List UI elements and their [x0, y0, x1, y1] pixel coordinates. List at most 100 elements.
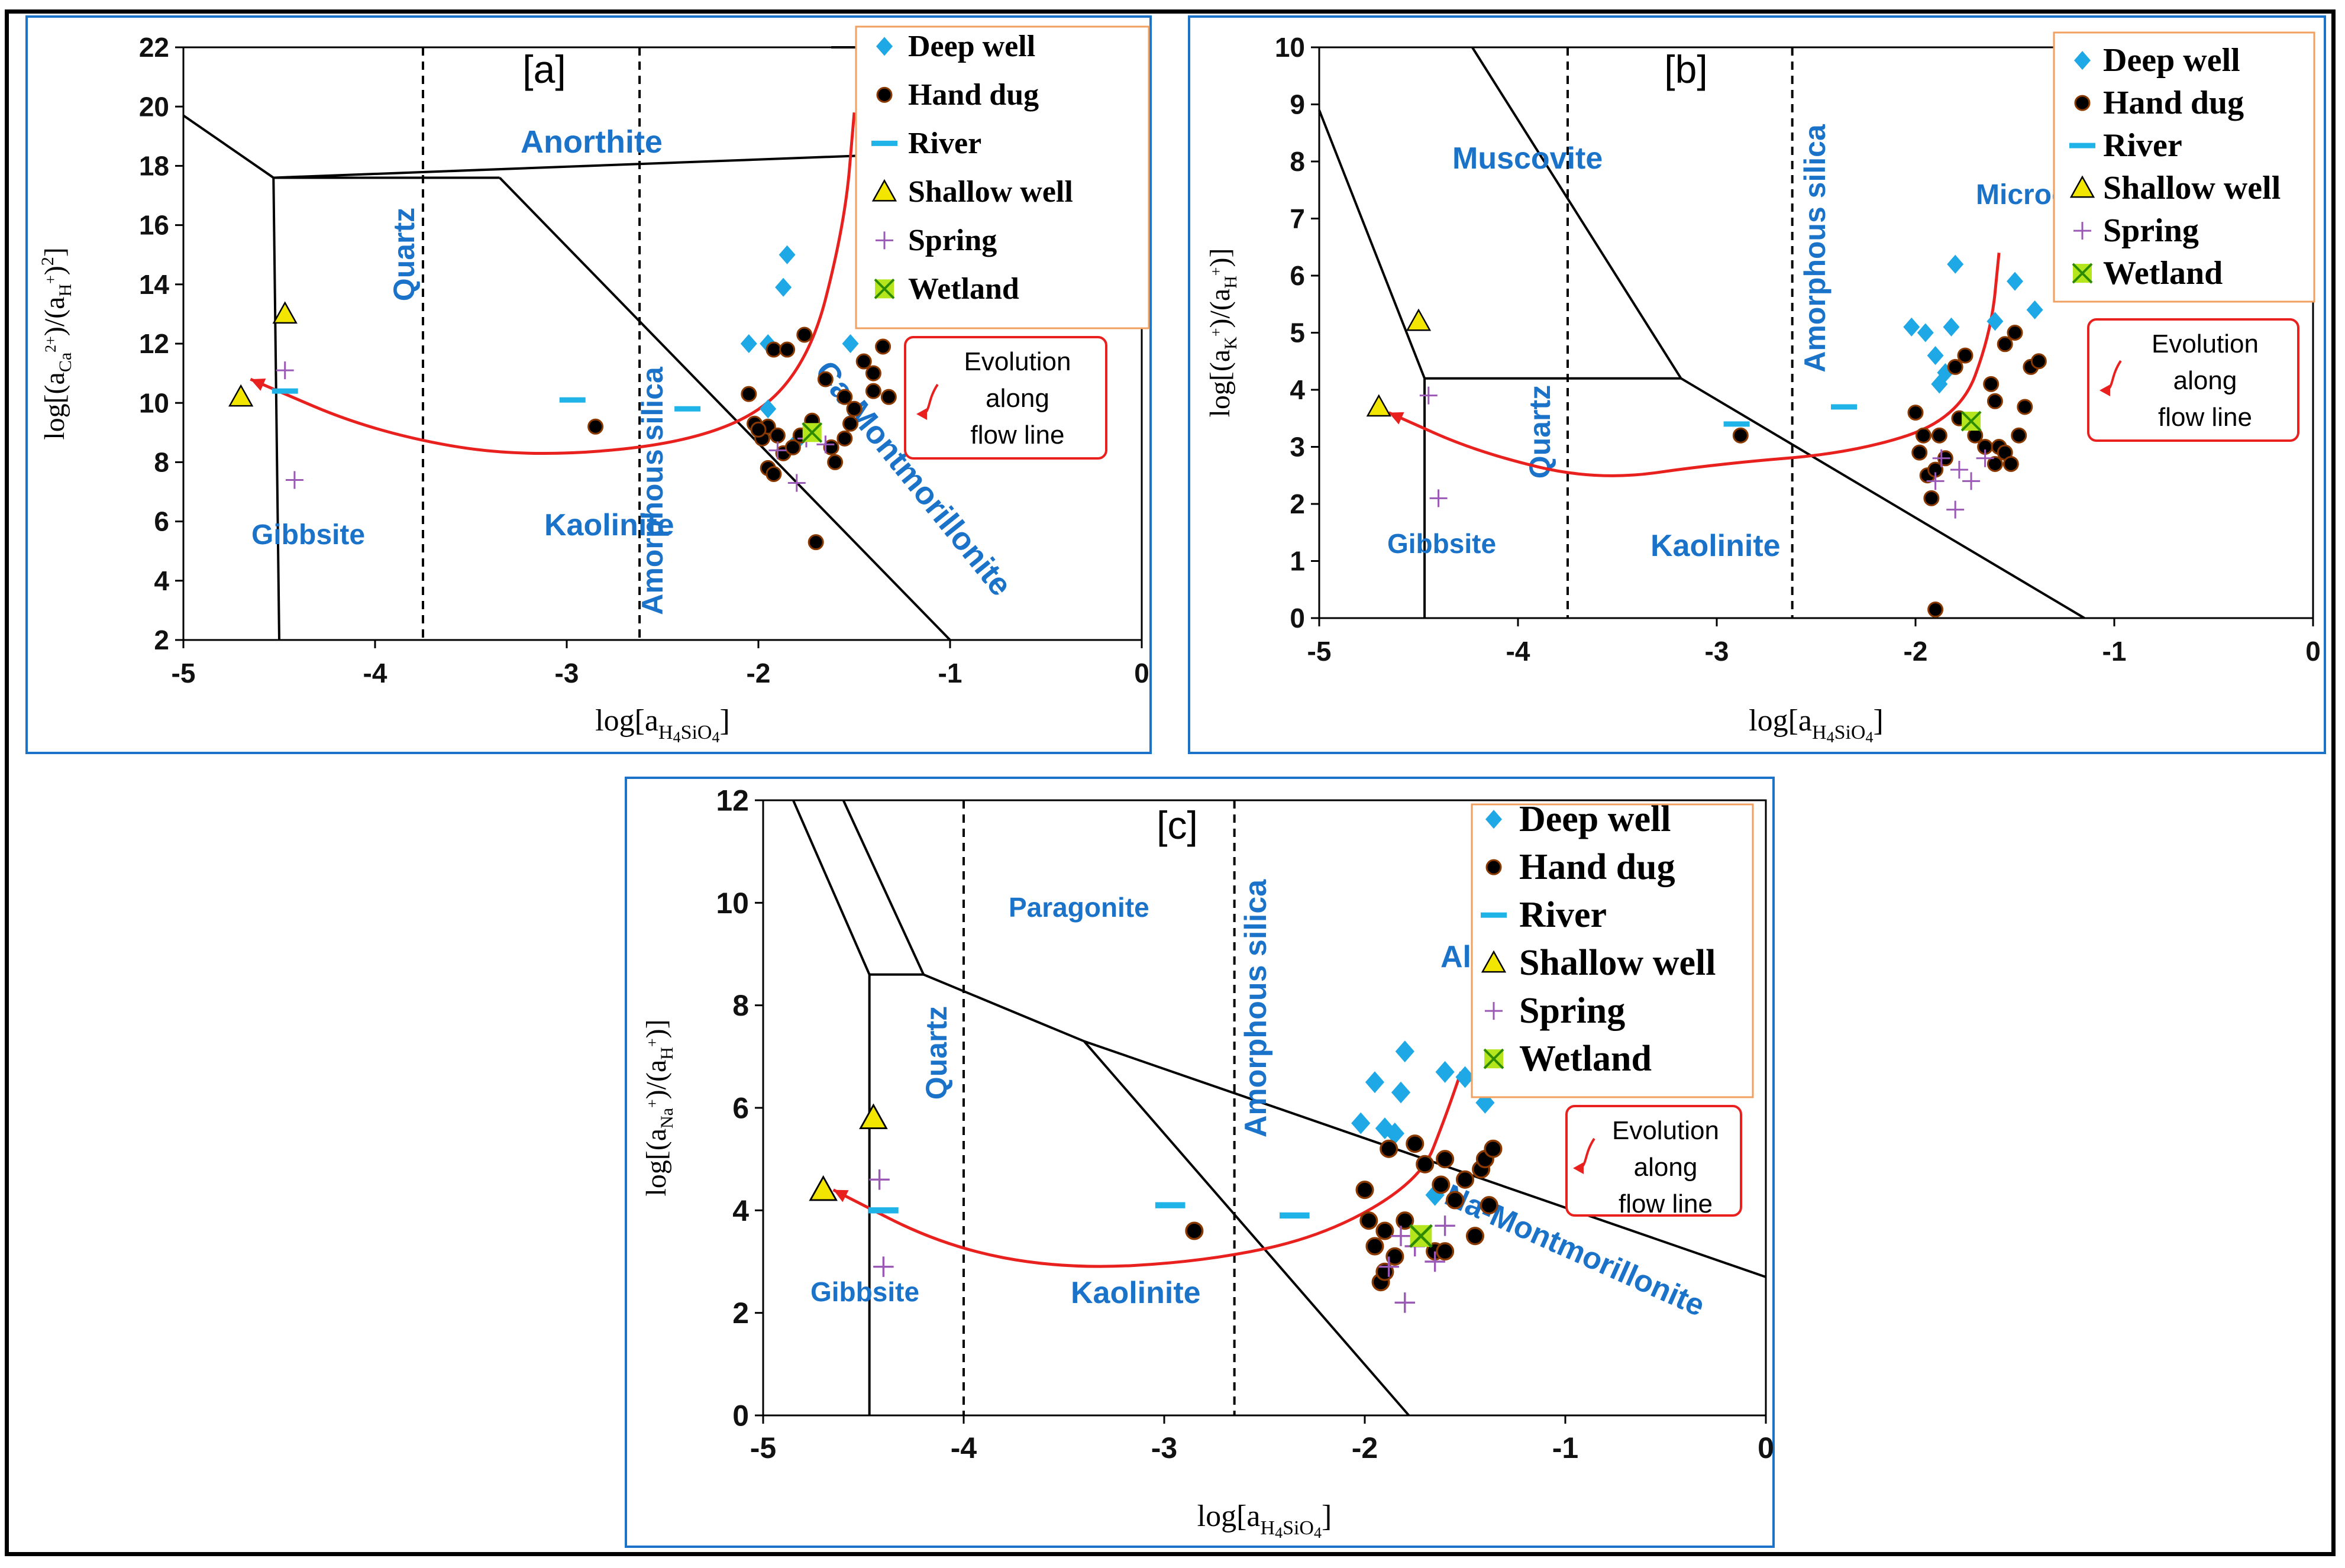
y-tick-label: 18	[139, 151, 169, 182]
evolution-note-text: along	[1634, 1153, 1698, 1182]
evolution-note-text: along	[2173, 366, 2237, 395]
point-shallow	[809, 1175, 838, 1201]
point-hand	[1446, 1191, 1465, 1210]
point-hand	[765, 465, 782, 482]
x-tick-label: -1	[2102, 636, 2127, 667]
point-spring	[869, 1169, 890, 1190]
point-river	[1831, 404, 1858, 410]
y-tick-label: 2	[154, 625, 169, 655]
y-tick-label: 22	[139, 32, 169, 63]
x-tick-label: -3	[1705, 636, 1729, 667]
legend-icon-shallow	[1481, 950, 1507, 973]
point-hand	[2030, 353, 2047, 370]
region-label: Gibbsite	[1387, 528, 1496, 559]
legend-label-deep: Deep well	[1519, 799, 1671, 839]
x-tick-label: -1	[938, 658, 962, 688]
point-spring	[787, 474, 806, 492]
x-tick-label: -2	[1904, 636, 1928, 667]
point-deep	[775, 277, 792, 297]
point-hand	[765, 341, 782, 358]
legend-box	[2053, 31, 2315, 303]
evolution-note-box	[904, 336, 1107, 460]
legend-label-river: River	[2103, 127, 2182, 164]
y-tick-label: 12	[716, 784, 749, 817]
evolution-arrowhead	[1388, 412, 1404, 425]
stability-boundary	[1318, 109, 1426, 379]
region-label: Amorphous silica	[636, 366, 669, 615]
stability-boundary	[923, 973, 1085, 1043]
y-tick-label: 8	[732, 989, 749, 1022]
point-river	[868, 1207, 899, 1214]
point-deep	[1435, 1061, 1455, 1083]
region-label: Kaolinite	[1071, 1276, 1201, 1310]
point-hand	[1432, 1175, 1451, 1194]
legend-icon-wetland-cross	[2072, 263, 2093, 284]
point-hand	[1375, 1221, 1394, 1240]
point-hand	[779, 341, 796, 358]
legend-label-deep: Deep well	[2103, 42, 2240, 79]
y-tick-label: 6	[154, 506, 169, 537]
evolution-note-text: Evolution	[964, 347, 1071, 376]
point-hand	[750, 421, 767, 438]
point-spring	[1419, 386, 1438, 405]
legend-label-wetland: Wetland	[908, 272, 1019, 306]
chart-panel-b: -5 -4 -3 -2 -1 0 0 1 2 3 4 5 6 7 8 9 10 log[aH4SiO4] log[(…	[1188, 15, 2326, 754]
point-spring	[1950, 461, 1968, 479]
y-tick-label: 0	[1290, 603, 1305, 633]
y-tick-label: 2	[732, 1297, 749, 1330]
evolution-note-box	[2087, 318, 2299, 442]
point-hand	[836, 430, 853, 447]
y-tick-label: 16	[139, 210, 169, 241]
y-tick-label: 5	[1290, 318, 1305, 348]
x-axis: -5 -4 -3 -2 -1 0	[172, 640, 1149, 688]
x-tick-label: -3	[555, 658, 579, 688]
legend-icon-shallow	[871, 179, 897, 202]
point-hand	[1997, 336, 2013, 353]
region-label: Amorphous silica	[1798, 124, 1832, 373]
legend-label-river: River	[908, 127, 981, 160]
point-hand	[1927, 602, 1944, 618]
point-spring	[1425, 1251, 1445, 1272]
legend-label-wetland: Wetland	[2103, 255, 2223, 292]
point-wetland-cross	[802, 422, 823, 443]
point-spring	[1976, 449, 1994, 467]
point-deep	[1987, 312, 2004, 331]
x-tick-label: -4	[951, 1431, 977, 1464]
point-hand	[1436, 1150, 1455, 1169]
evolution-note-text: flow line	[1619, 1189, 1713, 1218]
y-tick-label: 4	[154, 565, 169, 596]
point-deep	[1425, 1184, 1445, 1206]
point-hand	[836, 389, 853, 405]
x-axis: -5 -4 -3 -2 -1 0	[750, 1415, 1774, 1464]
y-axis-title: log[(aNa+)/(aH+)]	[641, 1019, 677, 1196]
point-wetland-cross	[1960, 410, 1982, 432]
legend-box	[1471, 803, 1754, 1098]
x-axis: -5 -4 -3 -2 -1 0	[1307, 618, 2321, 667]
point-hand	[1380, 1139, 1398, 1158]
point-spring	[1390, 1226, 1411, 1246]
y-tick-label: 10	[139, 387, 169, 418]
point-deep	[1385, 1122, 1404, 1145]
point-hand	[1365, 1237, 1384, 1256]
legend-label-hand: Hand dug	[908, 78, 1039, 112]
region-label: Amorphous silica	[1239, 879, 1273, 1137]
evolution-note-arrowhead	[916, 408, 927, 420]
point-hand	[1406, 1134, 1425, 1153]
stability-boundary	[1680, 377, 2085, 619]
point-hand	[1907, 405, 1924, 421]
y-tick-label: 10	[716, 887, 749, 920]
stability-boundary	[792, 800, 871, 975]
legend-icon-river	[2069, 143, 2095, 148]
evolution-note-text: Evolution	[1612, 1116, 1719, 1145]
point-deep	[1375, 1117, 1394, 1140]
point-hand	[1436, 1242, 1455, 1261]
x-axis-title: log[aH4SiO4]	[1749, 704, 1884, 746]
point-river	[1723, 421, 1750, 427]
stability-boundary	[272, 177, 280, 641]
x-tick-label: 0	[1134, 658, 1149, 688]
point-deep	[1395, 1040, 1414, 1063]
legend-icon-hand	[2074, 95, 2091, 111]
point-spring	[1926, 472, 1945, 490]
region-label: Quartz	[387, 208, 421, 301]
point-shallow	[1406, 308, 1432, 331]
